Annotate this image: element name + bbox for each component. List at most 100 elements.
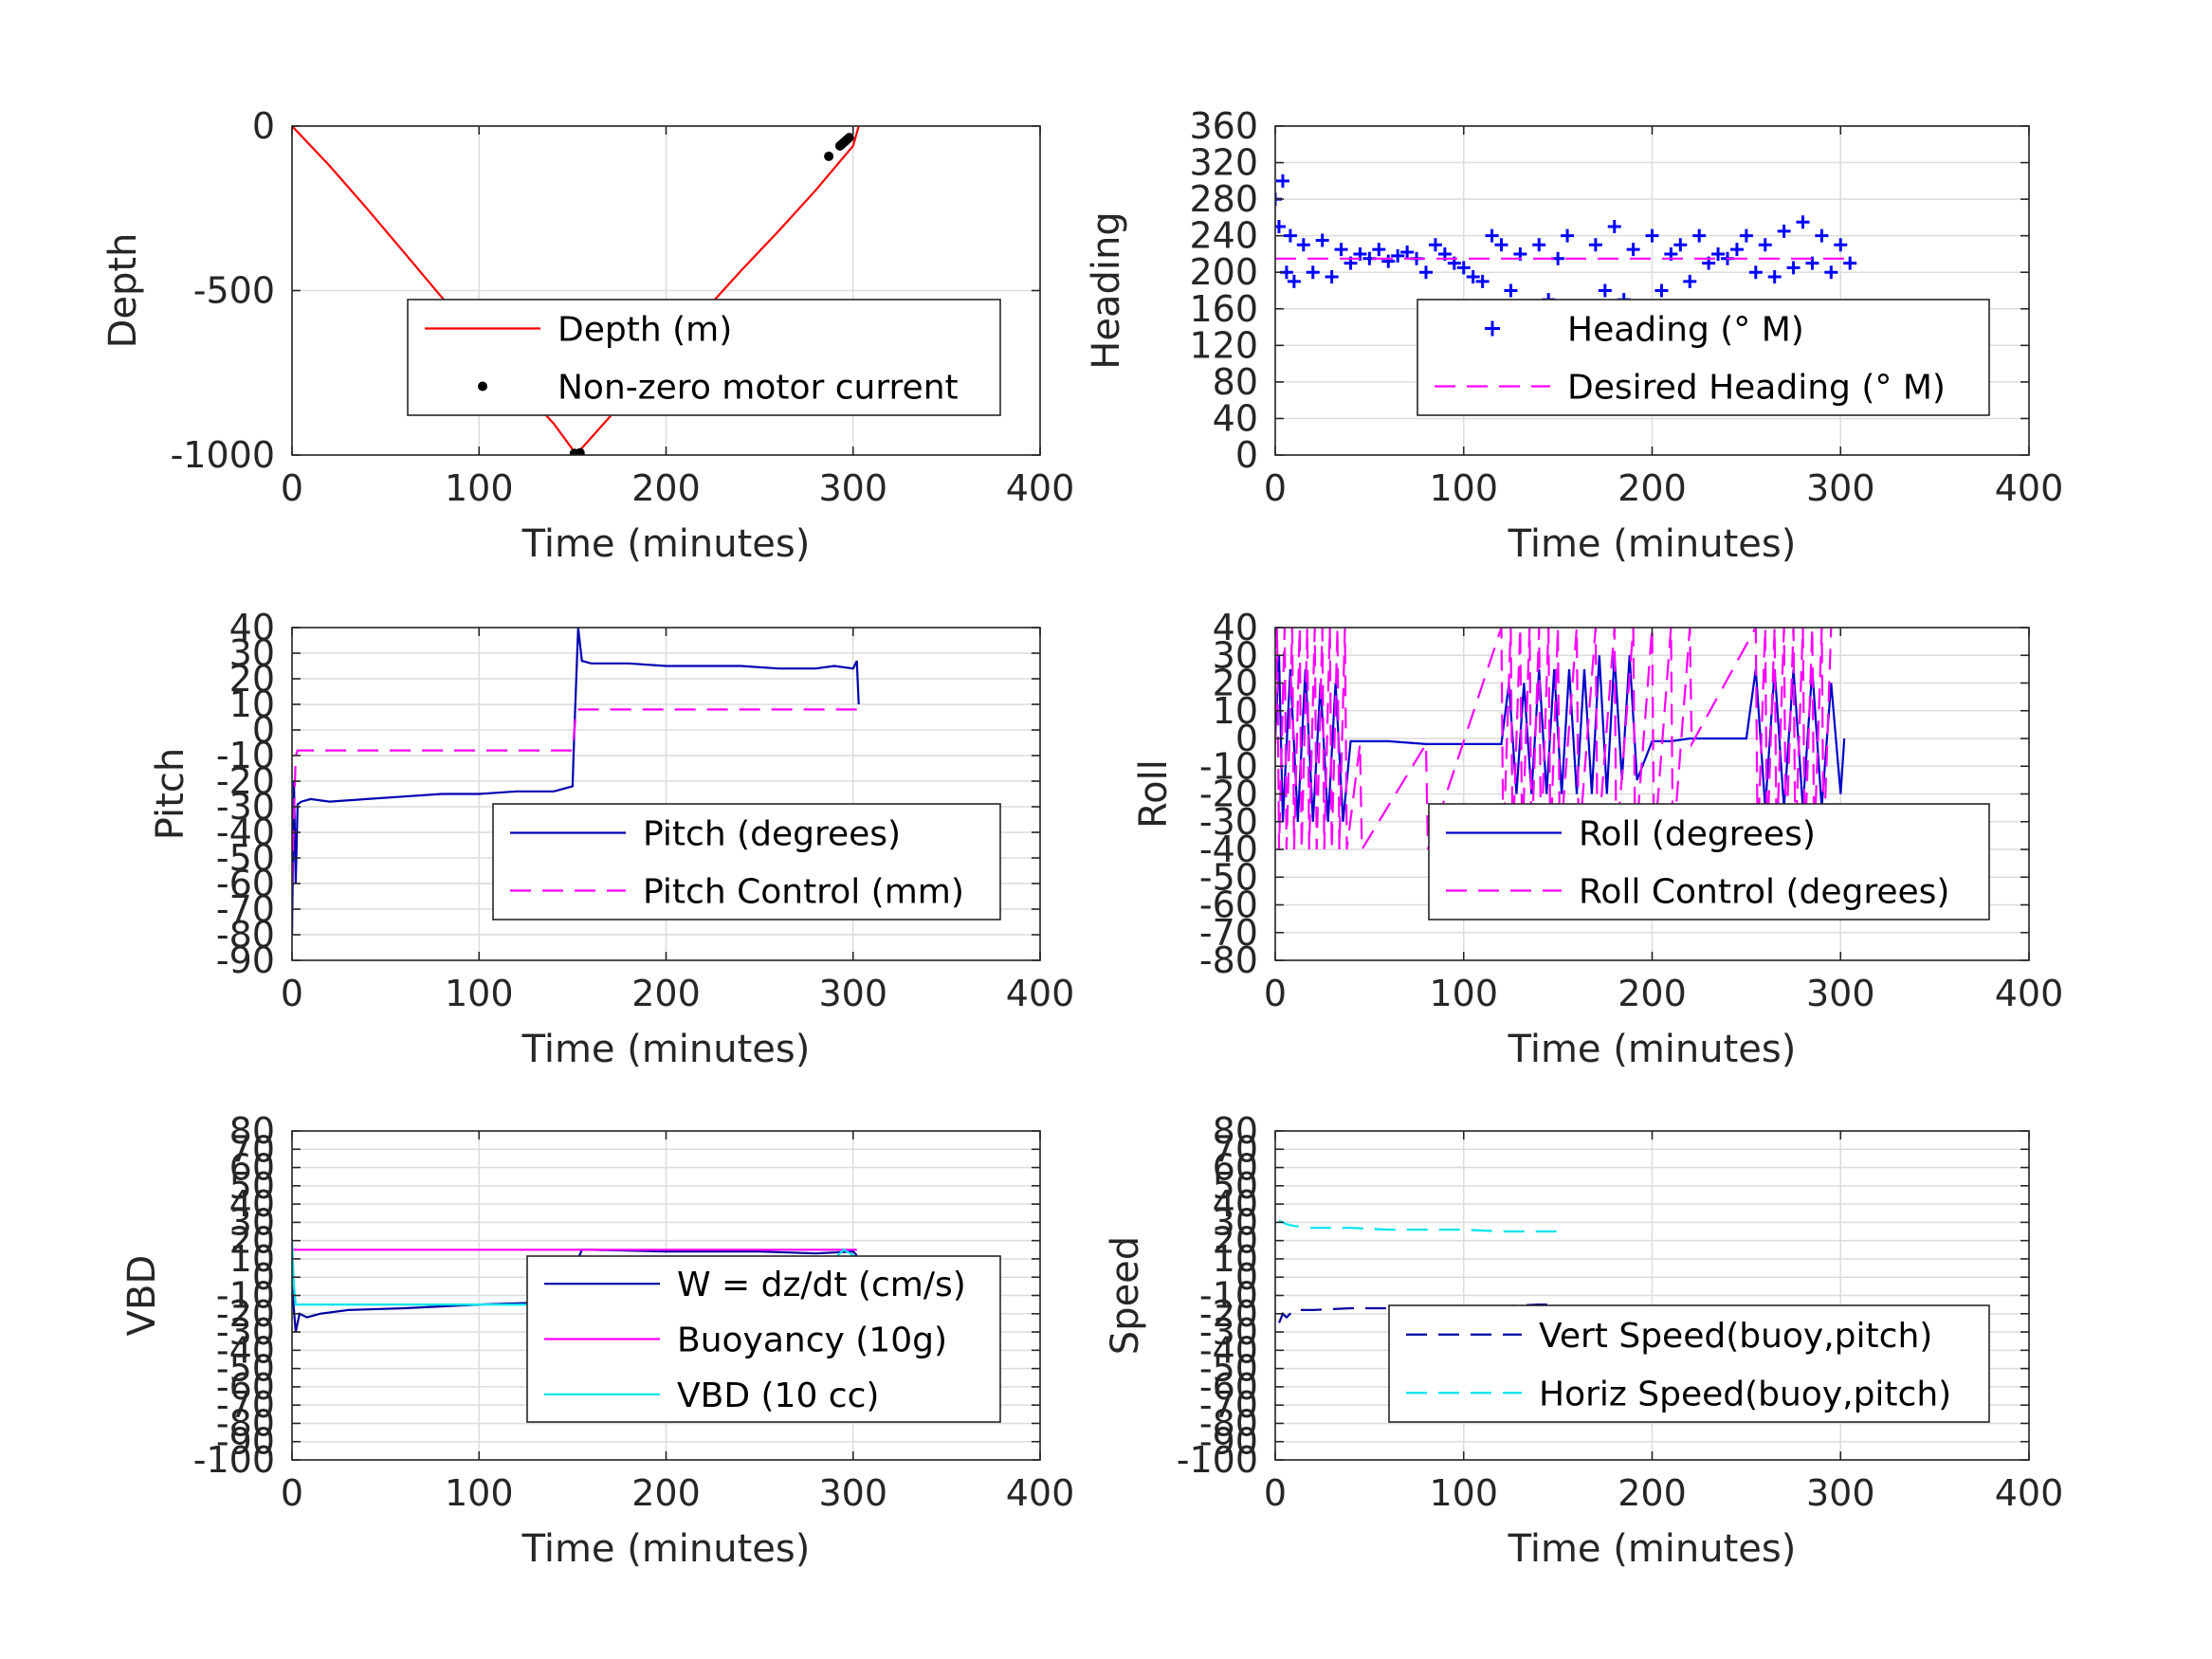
y-tick-label: -70 <box>216 888 275 930</box>
data-point <box>1843 256 1857 270</box>
chart-heading: 0 100 200 300 40004080120160200240280320360T… <box>1085 105 2063 566</box>
y-tick-label: 80 <box>1213 1110 1258 1152</box>
legend-box <box>1417 299 1990 416</box>
legend: Heading (° M) Desired Heading (° M) <box>1417 299 1990 416</box>
y-tick-label: 40 <box>229 1183 275 1225</box>
legend-label: Non-zero motor current <box>558 369 959 408</box>
data-point <box>1748 265 1763 280</box>
x-tick-label: 0 <box>1264 1472 1287 1514</box>
data-point <box>1767 270 1782 284</box>
y-tick-label: -70 <box>1199 912 1258 954</box>
data-point <box>1275 173 1289 188</box>
x-axis-label: Time (minutes) <box>1508 1028 1797 1071</box>
y-tick-label: -80 <box>1199 939 1258 981</box>
y-tick-label: -40 <box>216 811 275 853</box>
data-point <box>1588 238 1602 252</box>
x-tick-label: 100 <box>445 1472 514 1514</box>
data-point <box>1834 238 1848 252</box>
y-tick-label: -30 <box>1199 801 1258 843</box>
chart-vbd: 0 100 200 300 40080706050403020100-10-20-30-… <box>120 1110 1074 1571</box>
y-tick-label: -30 <box>1199 1311 1258 1353</box>
legend-label: Buoyancy (10g) <box>677 1322 947 1360</box>
legend-label: VBD (10 cc) <box>677 1376 879 1415</box>
plot-area <box>292 126 860 455</box>
legend-label: Horiz Speed(buoy,pitch) <box>1539 1375 1951 1413</box>
y-tick-label: -20 <box>1199 774 1258 815</box>
y-tick-label: -20 <box>1199 1293 1258 1335</box>
legend: Pitch (degrees) Pitch Control (mm) <box>492 803 1001 921</box>
chart-roll: 0 100 200 300 400403020100-10-20-30-40-50-60… <box>1132 607 2063 1071</box>
data-point <box>1456 261 1471 275</box>
y-tick-label: -80 <box>216 1402 275 1444</box>
y-tick-label: -60 <box>1199 884 1258 926</box>
series-line-1 <box>1278 1219 1559 1233</box>
data-point <box>1739 228 1753 243</box>
data-point <box>1334 243 1348 257</box>
x-tick-label: 0 <box>1264 973 1287 1014</box>
data-point <box>1758 238 1772 252</box>
x-tick-label: 200 <box>1618 467 1687 509</box>
data-point <box>1786 261 1801 275</box>
data-point <box>1475 274 1490 288</box>
legend: Vert Speed(buoy,pitch) Horiz Speed(buoy,p… <box>1388 1304 1990 1423</box>
data-point <box>1381 254 1396 268</box>
y-tick-label: 40 <box>1213 607 1258 648</box>
y-tick-label: 200 <box>1189 251 1258 293</box>
y-tick-label: -50 <box>216 837 275 879</box>
x-tick-label: 100 <box>445 973 514 1014</box>
y-tick-label: 40 <box>229 607 275 648</box>
y-tick-label: 50 <box>1213 1165 1258 1207</box>
data-point <box>824 151 834 161</box>
data-point <box>1466 270 1480 284</box>
y-tick-label: -90 <box>216 939 275 981</box>
x-tick-label: 200 <box>631 1472 701 1514</box>
x-tick-label: 300 <box>1806 467 1875 509</box>
data-point <box>1815 228 1829 243</box>
data-point <box>1729 243 1744 257</box>
data-point <box>1287 274 1301 288</box>
plot-area <box>292 628 860 936</box>
y-tick-label: 160 <box>1189 288 1258 330</box>
legend-label: Vert Speed(buoy,pitch) <box>1539 1317 1932 1356</box>
y-tick-label: 60 <box>1213 1147 1258 1189</box>
y-tick-label: -40 <box>1199 1329 1258 1371</box>
plot-area <box>1275 628 1846 853</box>
y-tick-label: 10 <box>1213 1238 1258 1280</box>
x-tick-label: 400 <box>1006 1472 1075 1514</box>
chart-depth: 0 100 200 300 400 0 -500 -1000 Time (minutes) Dep… <box>101 105 1074 566</box>
y-tick-label: -1000 <box>171 434 275 476</box>
legend-label: Roll Control (degrees) <box>1579 873 1949 912</box>
y-tick-label: 50 <box>229 1165 275 1207</box>
data-point <box>1673 238 1688 252</box>
y-tick-label: -70 <box>216 1384 275 1426</box>
data-point <box>1805 256 1819 270</box>
data-point <box>575 447 585 455</box>
x-axis-label: Time (minutes) <box>521 1527 811 1571</box>
y-tick-label: 0 <box>1235 434 1258 476</box>
x-axis-label: Time (minutes) <box>1508 1527 1797 1571</box>
data-point <box>1607 220 1621 234</box>
data-point <box>1824 265 1838 280</box>
y-tick-label: 40 <box>1213 397 1258 439</box>
x-tick-label: 400 <box>1006 973 1075 1014</box>
y-tick-label: -80 <box>1199 1402 1258 1444</box>
x-tick-label: 400 <box>1995 973 2064 1014</box>
y-tick-label: -10 <box>216 735 275 776</box>
data-point <box>1283 228 1297 243</box>
legend-label: Pitch Control (mm) <box>643 873 964 912</box>
x-tick-label: 200 <box>631 973 701 1014</box>
x-axis-label: Time (minutes) <box>1508 522 1797 566</box>
legend-swatch <box>478 381 487 392</box>
legend-box <box>407 299 1001 416</box>
y-tick-label: 360 <box>1189 105 1258 147</box>
chart-pitch: 0 100 200 300 400403020100-10-20-30-40-50-60… <box>149 607 1074 1071</box>
x-tick-label: 100 <box>445 467 514 509</box>
y-tick-label: -100 <box>1177 1439 1258 1481</box>
y-tick-label: 10 <box>1213 690 1258 732</box>
x-tick-label: 400 <box>1006 467 1075 509</box>
data-point <box>1683 274 1697 288</box>
legend-label: Desired Heading (° M) <box>1567 369 1946 408</box>
y-axis-label: Heading <box>1085 211 1128 369</box>
legend-box <box>1388 1304 1990 1423</box>
data-point <box>1504 283 1518 298</box>
